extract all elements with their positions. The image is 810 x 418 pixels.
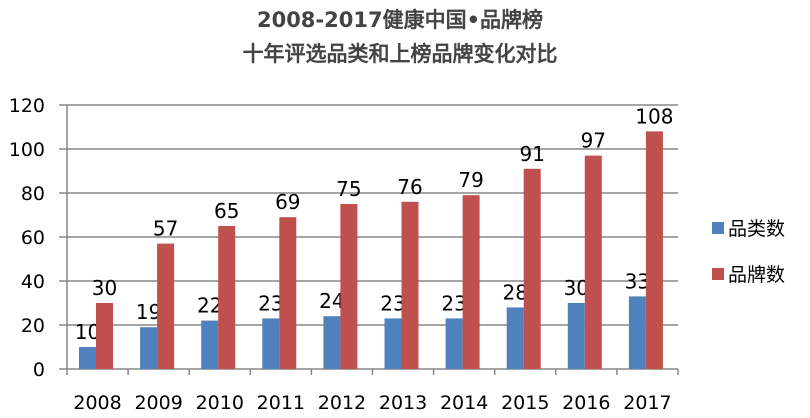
x-tick-label: 2013 — [379, 392, 427, 414]
data-label: 24 — [319, 289, 344, 313]
x-tick-label: 2016 — [562, 392, 610, 414]
bar-categories — [567, 303, 585, 369]
data-label: 22 — [197, 294, 222, 318]
y-tick-label: 60 — [21, 227, 45, 249]
bar-brands — [279, 217, 297, 369]
x-tick-label: 2009 — [134, 392, 182, 414]
bar-brands — [584, 155, 602, 369]
data-label: 33 — [625, 269, 650, 293]
x-tick-label: 2015 — [501, 392, 549, 414]
legend-label: 品类数 — [728, 218, 785, 240]
y-tick-label: 120 — [9, 95, 45, 117]
bar-brands — [645, 131, 663, 369]
data-label: 79 — [458, 168, 483, 192]
bar-categories — [506, 307, 524, 369]
data-label: 23 — [258, 291, 283, 315]
chart-title-line2: 十年评选品类和上榜品牌变化对比 — [242, 42, 558, 66]
data-label: 23 — [441, 291, 466, 315]
data-label: 23 — [380, 291, 405, 315]
bar-brands — [96, 303, 113, 369]
bar-brands — [157, 243, 175, 369]
x-tick-label: 2012 — [318, 392, 366, 414]
bar-categories — [201, 320, 219, 369]
data-label: 30 — [564, 276, 589, 300]
data-label: 97 — [581, 129, 606, 153]
x-tick-label: 2017 — [623, 392, 671, 414]
bar-brands — [523, 168, 541, 369]
bar-categories — [445, 318, 463, 369]
data-label: 75 — [336, 177, 361, 201]
data-label: 30 — [92, 276, 117, 300]
data-label: 57 — [153, 217, 178, 241]
bar-brands — [218, 226, 236, 369]
bar-brands — [462, 195, 480, 369]
x-tick-label: 2011 — [257, 392, 305, 414]
data-label: 69 — [275, 190, 300, 214]
bar-categories — [79, 347, 96, 369]
bar-brands — [340, 204, 358, 369]
data-label: 28 — [502, 280, 527, 304]
data-label: 76 — [397, 175, 422, 199]
data-label: 19 — [136, 300, 161, 324]
x-tick-label: 2010 — [196, 392, 244, 414]
legend-swatch — [712, 222, 724, 234]
y-tick-label: 20 — [21, 315, 45, 337]
y-tick-label: 40 — [21, 271, 45, 293]
bar-categories — [262, 318, 280, 369]
bar-categories — [384, 318, 402, 369]
y-tick-label: 80 — [21, 183, 45, 205]
data-label: 65 — [214, 199, 239, 223]
bar-categories — [140, 327, 158, 369]
y-tick-label: 100 — [9, 139, 45, 161]
x-tick-label: 2008 — [73, 392, 121, 414]
chart-title-line1: 2008-2017健康中国•品牌榜 — [256, 8, 544, 32]
y-tick-label: 0 — [33, 359, 45, 381]
data-label: 10 — [75, 320, 100, 344]
data-label: 108 — [635, 104, 673, 128]
data-label: 91 — [519, 142, 544, 166]
bar-brands — [401, 201, 419, 369]
bar-categories — [323, 316, 341, 369]
bar-categories — [628, 296, 646, 369]
x-tick-label: 2014 — [440, 392, 488, 414]
legend-label: 品牌数 — [728, 264, 785, 286]
legend-swatch — [712, 268, 724, 280]
